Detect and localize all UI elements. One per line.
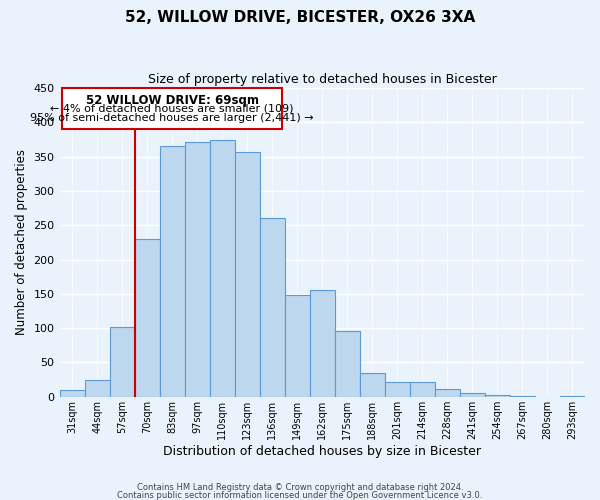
Y-axis label: Number of detached properties: Number of detached properties: [15, 150, 28, 336]
Text: Contains HM Land Registry data © Crown copyright and database right 2024.: Contains HM Land Registry data © Crown c…: [137, 484, 463, 492]
X-axis label: Distribution of detached houses by size in Bicester: Distribution of detached houses by size …: [163, 444, 481, 458]
Text: Contains public sector information licensed under the Open Government Licence v3: Contains public sector information licen…: [118, 490, 482, 500]
Bar: [460, 394, 485, 397]
Bar: [485, 396, 510, 397]
Bar: [310, 290, 335, 397]
Bar: [185, 142, 209, 397]
Bar: [110, 328, 134, 397]
Text: ← 4% of detached houses are smaller (109): ← 4% of detached houses are smaller (109…: [50, 103, 294, 113]
Bar: [385, 382, 410, 397]
Bar: [235, 152, 260, 397]
Bar: [410, 382, 435, 397]
Text: 52, WILLOW DRIVE, BICESTER, OX26 3XA: 52, WILLOW DRIVE, BICESTER, OX26 3XA: [125, 10, 475, 25]
Title: Size of property relative to detached houses in Bicester: Size of property relative to detached ho…: [148, 72, 497, 86]
Bar: [335, 331, 360, 397]
Bar: [260, 218, 285, 397]
Bar: [209, 140, 235, 397]
Bar: [360, 374, 385, 397]
Bar: [435, 389, 460, 397]
Bar: [134, 239, 160, 397]
Text: 95% of semi-detached houses are larger (2,441) →: 95% of semi-detached houses are larger (…: [31, 113, 314, 123]
Text: 52 WILLOW DRIVE: 69sqm: 52 WILLOW DRIVE: 69sqm: [86, 94, 259, 106]
Bar: [59, 390, 85, 397]
Bar: [560, 396, 585, 397]
Bar: [160, 146, 185, 397]
Bar: [510, 396, 535, 397]
Bar: [85, 380, 110, 397]
FancyBboxPatch shape: [62, 88, 282, 129]
Bar: [285, 296, 310, 397]
